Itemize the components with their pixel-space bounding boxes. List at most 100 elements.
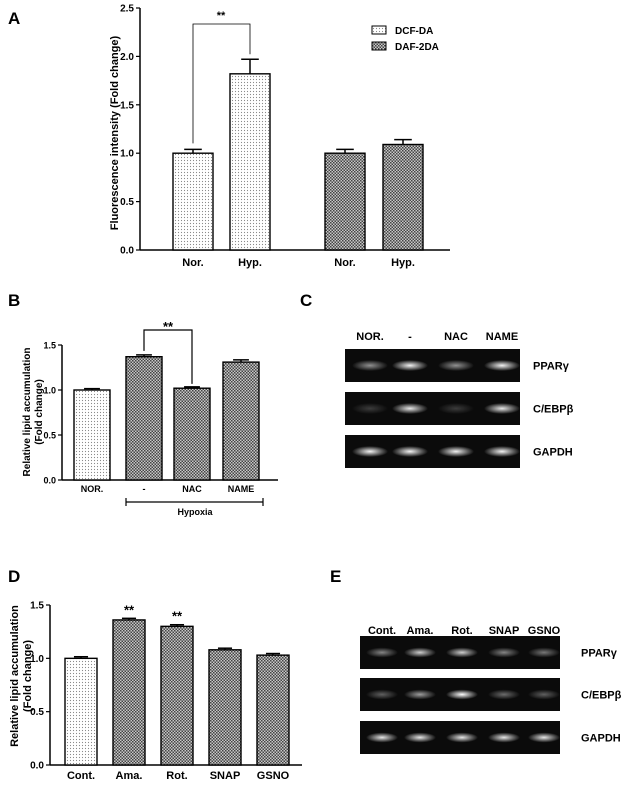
panel-a-y-tick-label: 0.0 <box>120 246 134 257</box>
panel-b-name-bar <box>222 361 260 481</box>
panel-d-x-tick-label: SNAP <box>210 770 241 782</box>
panel-e-band <box>528 732 560 743</box>
panel-d-x-tick-label: GSNO <box>257 770 290 782</box>
panel-e-row-label: PPARγ <box>581 648 618 660</box>
panel-c-band <box>352 403 388 414</box>
panel-c-gel: NOR. - NAC NAME PPARγ C/EBPβ GAPDH <box>345 331 574 468</box>
panel-a-x-tick-label: Hyp. <box>238 257 262 269</box>
panel-b-ylabel-line2: (Fold change) <box>34 379 45 445</box>
panel-e-lane-label: GSNO <box>528 625 561 637</box>
panel-b-chart: Relative lipid accumulation (Fold change… <box>22 319 278 517</box>
panel-b-minus-bar <box>125 356 163 481</box>
panel-b-x-tick-label: NAC <box>182 484 202 494</box>
panel-e-band <box>366 647 398 658</box>
panel-d-rot-bar <box>160 625 194 766</box>
panel-b-y-tick-label: 1.5 <box>43 341 56 351</box>
panel-d-snap-bar <box>208 649 242 766</box>
panel-c-band <box>352 360 388 371</box>
panel-c-row-label: C/EBPβ <box>533 404 574 416</box>
panel-c-band <box>484 360 520 371</box>
panel-e-band <box>404 647 436 658</box>
panel-a-y-tick-label: 2.5 <box>120 4 134 15</box>
panel-d-ylabel-line1: Relative lipid accumulation <box>9 605 21 747</box>
panel-b-x-tick-label: NOR. <box>81 484 104 494</box>
panel-a-daf-2da-nor-bar <box>324 152 366 251</box>
panel-e-row-label: C/EBPβ <box>581 690 622 702</box>
legend: DCF-DA DAF-2DA <box>371 25 439 53</box>
panel-a-significance-bracket <box>192 23 251 144</box>
panel-d-ylabel-line2: (Fold change) <box>22 640 34 712</box>
legend-label-dcf-da: DCF-DA <box>395 26 433 37</box>
panel-e-lane-label: Ama. <box>407 625 434 637</box>
panel-c-lane-label: NOR. <box>356 331 384 343</box>
panel-d-y-tick-label: 0.5 <box>30 707 44 718</box>
panel-c-band <box>392 446 428 457</box>
panel-b-nor-bar <box>73 389 111 481</box>
panel-d-x-tick-label: Ama. <box>116 770 143 782</box>
panel-a-chart: Fluorescence intensity (Fold change) 0.0… <box>109 4 450 269</box>
panel-d-chart: Relative lipid accumulation (Fold change… <box>9 601 302 782</box>
panel-label-d: D <box>8 567 20 586</box>
panel-c-band <box>352 446 388 457</box>
panel-e-lane-label: SNAP <box>489 625 520 637</box>
panel-d-gsno-bar <box>256 654 290 766</box>
panel-label-e: E <box>330 567 341 586</box>
panel-e-band <box>404 689 436 700</box>
panel-a-x-tick-label: Nor. <box>334 257 355 269</box>
panel-a-y-tick-label: 1.5 <box>120 100 134 111</box>
panel-a-daf-2da-hyp-bar <box>382 143 424 251</box>
panel-d-y-tick-label: 1.5 <box>30 601 44 612</box>
legend-swatch-dcf-da <box>371 25 387 35</box>
panel-b-y-tick-label: 0.5 <box>43 431 56 441</box>
panel-c-band <box>392 403 428 414</box>
panel-b-x-tick-label: - <box>143 484 146 494</box>
panel-b-significance-bracket <box>143 329 193 384</box>
panel-b-significance-marker: ** <box>163 319 174 334</box>
panel-a-x-tick-label: Nor. <box>182 257 203 269</box>
panel-c-lane-label: - <box>408 331 412 343</box>
panel-e-band <box>446 732 478 743</box>
panel-c-band <box>438 403 474 414</box>
panel-e-band <box>488 689 520 700</box>
panel-e-band <box>488 732 520 743</box>
panel-e-band <box>528 689 560 700</box>
panel-a-y-tick-label: 2.0 <box>120 52 134 63</box>
panel-d-y-tick-label: 0.0 <box>30 761 44 772</box>
legend-label-daf-2da: DAF-2DA <box>395 42 439 53</box>
panel-label-a: A <box>8 9 20 28</box>
panel-e-band <box>488 647 520 658</box>
panel-e-row-label: GAPDH <box>581 733 621 745</box>
panel-c-lane-label: NAME <box>486 331 518 343</box>
legend-swatch-daf-2da <box>371 41 387 51</box>
hypoxia-label: Hypoxia <box>177 507 213 517</box>
panel-c-band <box>438 446 474 457</box>
panel-a-y-tick-label: 0.5 <box>120 197 134 208</box>
panel-b-x-tick-label: NAME <box>228 484 255 494</box>
panel-e-lane-label: Rot. <box>451 625 472 637</box>
panel-a-significance-marker: ** <box>217 10 226 22</box>
panel-c-band <box>438 360 474 371</box>
panel-c-band <box>484 403 520 414</box>
panel-e-band <box>366 732 398 743</box>
panel-d-significance-marker: ** <box>172 609 183 624</box>
panel-d-x-tick-label: Cont. <box>67 770 95 782</box>
panel-e-lane-label: Cont. <box>368 625 396 637</box>
panel-a-x-tick-label: Hyp. <box>391 257 415 269</box>
panel-e-band <box>528 647 560 658</box>
panel-e-band <box>446 689 478 700</box>
panel-b-nac-bar <box>173 387 211 481</box>
panel-e-band <box>404 732 436 743</box>
panel-e-band <box>366 689 398 700</box>
panel-c-lane-label: NAC <box>444 331 468 343</box>
panel-c-row-label: GAPDH <box>533 447 573 459</box>
panel-e-gel: Cont. Ama. Rot. SNAP GSNO PPARγ C/EBPβ GAPDH <box>360 625 622 754</box>
panel-d-cont-bar <box>64 657 98 766</box>
panel-a-dcf-da-nor-bar <box>172 152 214 251</box>
panel-a-dcf-da-hyp-bar <box>229 73 271 251</box>
panel-e-band <box>446 647 478 658</box>
panel-a-y-tick-label: 1.0 <box>120 149 134 160</box>
panel-a-ylabel: Fluorescence intensity (Fold change) <box>109 35 121 230</box>
panel-c-band <box>392 360 428 371</box>
panel-d-significance-marker: ** <box>124 602 135 617</box>
